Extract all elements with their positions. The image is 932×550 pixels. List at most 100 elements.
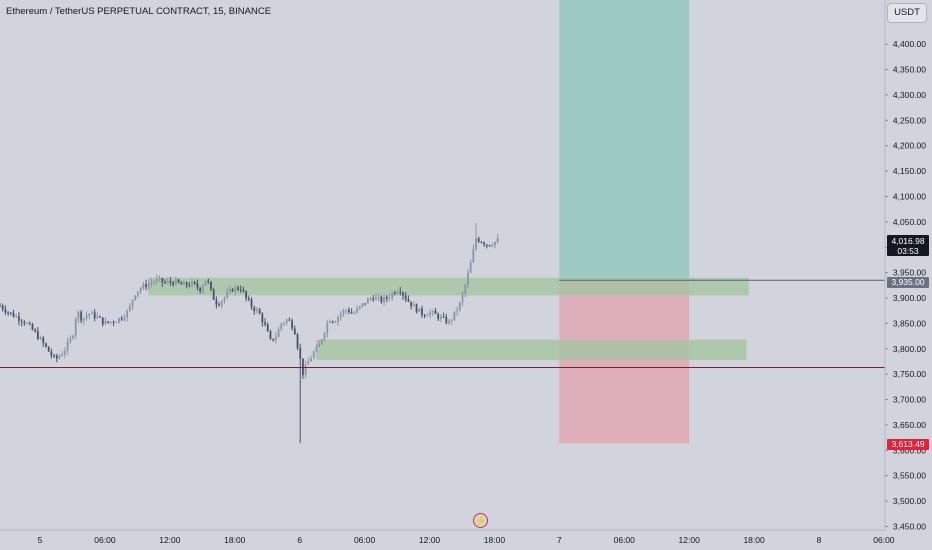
candle-body <box>185 282 188 286</box>
candle-body <box>142 283 145 289</box>
y-tick-label: 3,950.00 <box>893 268 926 278</box>
candle-body <box>93 312 96 319</box>
candle-body <box>266 324 269 332</box>
candle-body <box>166 280 169 283</box>
candle-body <box>329 321 331 323</box>
candle-body <box>491 245 494 247</box>
y-tick-label: 3,700.00 <box>893 395 926 405</box>
candle-body <box>407 299 410 302</box>
y-tick-label: 4,200.00 <box>893 141 926 151</box>
x-tick-label: 18:00 <box>484 535 506 545</box>
candle-body <box>188 285 191 287</box>
candle-body <box>456 310 459 312</box>
candle-body <box>39 337 42 340</box>
x-tick-label: 7 <box>557 535 562 545</box>
candle-body <box>169 280 172 283</box>
candle-body <box>201 285 204 292</box>
candle-body <box>193 281 196 284</box>
candle-body <box>348 310 350 313</box>
profit-zone <box>559 0 690 281</box>
candle-body <box>269 331 272 339</box>
candle-body <box>77 311 80 319</box>
candle-body <box>147 283 150 288</box>
candle-body <box>288 319 291 321</box>
candle-body <box>45 343 47 347</box>
candle-body <box>453 311 456 320</box>
candle-body <box>112 321 115 323</box>
candle-body <box>334 321 337 323</box>
candle-body <box>229 289 231 293</box>
candle-body <box>372 298 375 300</box>
candle-body <box>42 337 45 344</box>
candle-body <box>331 321 334 323</box>
candle-body <box>429 312 431 316</box>
candle-body <box>337 316 339 322</box>
candle-body <box>101 317 104 325</box>
candle-body <box>104 321 107 325</box>
candle-body <box>264 322 266 325</box>
candle-body <box>223 297 226 301</box>
candle-body <box>480 241 483 243</box>
candle-body <box>274 337 277 341</box>
y-tick-label: 3,450.00 <box>893 521 926 531</box>
candle-body <box>472 249 475 263</box>
candle-body <box>50 351 53 356</box>
y-tick-label: 4,250.00 <box>893 115 926 125</box>
candle-body <box>123 317 126 320</box>
candle-body <box>339 313 342 317</box>
chart-title: Ethereum / TetherUS PERPETUAL CONTRACT, … <box>6 6 272 17</box>
currency-button[interactable]: USDT <box>887 3 927 23</box>
y-tick-label: 3,750.00 <box>893 369 926 379</box>
x-tick-label: 6 <box>297 535 302 545</box>
loss-zone <box>559 280 690 444</box>
candle-body <box>356 308 358 313</box>
candle-body <box>234 287 237 292</box>
candle-body <box>26 323 28 325</box>
current-price-tag: 4,016.98 03:53 <box>887 235 929 256</box>
x-tick-label: 06:00 <box>873 535 895 545</box>
candle-body <box>242 289 245 292</box>
y-tick-label: 3,800.00 <box>893 344 926 354</box>
x-tick-label: 06:00 <box>94 535 116 545</box>
candle-body <box>383 296 385 302</box>
entry-price-tag: 3,935.00 <box>887 277 929 288</box>
candle-body <box>126 310 129 318</box>
tradingview-logo-icon[interactable]: ⚡ <box>473 513 488 528</box>
x-tick-label: 06:00 <box>354 535 376 545</box>
candle-body <box>450 319 453 321</box>
candle-body <box>55 355 58 359</box>
candle-body <box>191 281 193 286</box>
candle-body <box>128 306 131 311</box>
candle-body <box>277 329 280 338</box>
candle-body <box>280 323 283 330</box>
price-scale-panel <box>885 0 932 550</box>
candle-body <box>80 311 83 321</box>
candle-body <box>118 317 120 322</box>
candle-body <box>74 318 77 336</box>
candle-body <box>53 355 55 357</box>
candle-body <box>174 279 177 285</box>
candle-body <box>431 310 434 313</box>
candle-body <box>302 358 304 376</box>
candle-body <box>467 272 469 285</box>
candle-body <box>210 281 212 290</box>
candle-body <box>61 354 64 356</box>
candle-body <box>393 292 396 294</box>
candle-body <box>318 343 321 347</box>
candle-body <box>361 303 364 307</box>
candle-body <box>434 310 437 314</box>
candle-body <box>258 309 261 314</box>
candle-body <box>315 346 318 352</box>
candle-body <box>120 317 123 320</box>
candle-body <box>239 289 242 291</box>
candle-body <box>283 322 285 324</box>
candle-body <box>426 315 429 317</box>
countdown-label: 03:53 <box>897 246 919 256</box>
candle-body <box>88 313 91 316</box>
y-tick-label: 4,400.00 <box>893 39 926 49</box>
current-price-label: 4,016.98 <box>891 236 925 246</box>
y-tick-label: 3,650.00 <box>893 420 926 430</box>
candle-body <box>366 298 369 304</box>
candle-body <box>461 293 464 303</box>
